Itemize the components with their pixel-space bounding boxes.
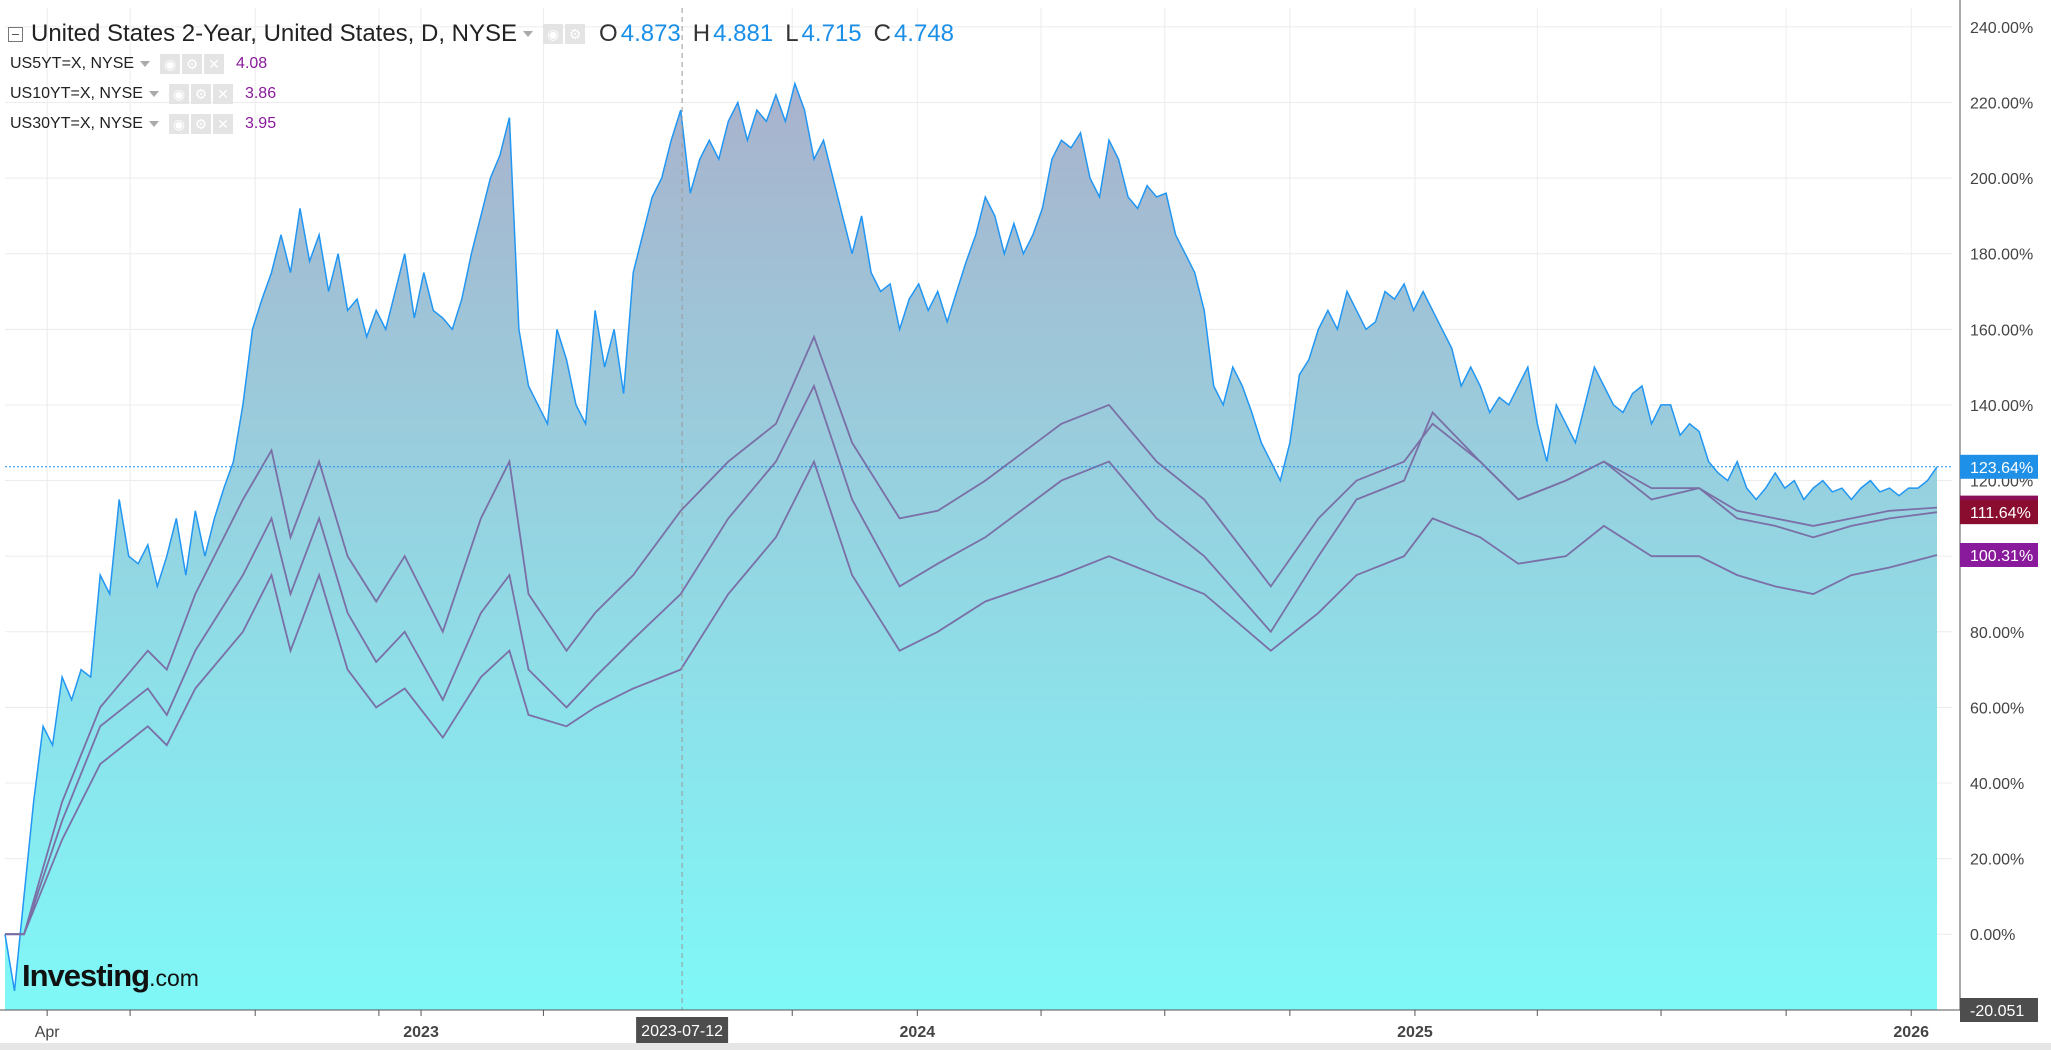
y-tick-label-8: 160.00% bbox=[1970, 322, 2033, 339]
us30yt-menu-caret-icon[interactable] bbox=[148, 121, 159, 127]
low-value: 4.715 bbox=[801, 20, 862, 47]
us5yt-value: 4.08 bbox=[236, 55, 268, 72]
us30yt-gear-icon[interactable]: ⚙ bbox=[190, 114, 211, 134]
series-2-last-value-label: 111.64% bbox=[1970, 505, 2031, 522]
us5yt-gear-icon[interactable]: ⚙ bbox=[182, 54, 203, 74]
us2y-area-fill bbox=[5, 83, 1938, 1011]
investing-logo: Investing.com bbox=[22, 958, 199, 994]
logo-suffix-text: .com bbox=[149, 965, 199, 991]
collapse-legend-button[interactable] bbox=[8, 26, 23, 42]
us5yt-menu-caret-icon[interactable] bbox=[140, 61, 151, 67]
x-tick-label-1: 2023 bbox=[403, 1024, 439, 1041]
crosshair-date-badge bbox=[636, 1017, 729, 1043]
y-tick-label-3: 60.00% bbox=[1970, 700, 2024, 717]
low-label: L bbox=[785, 20, 799, 47]
series-2-last-value-badge bbox=[1960, 500, 2038, 525]
y-tick-label-12: 240.00% bbox=[1970, 20, 2033, 37]
us5yt-close-icon[interactable]: ✕ bbox=[204, 54, 225, 74]
series-line-2 bbox=[5, 383, 1938, 936]
close-label: C bbox=[873, 20, 891, 47]
us10yt-value: 3.86 bbox=[244, 85, 277, 102]
y-tick-label-11: 220.00% bbox=[1970, 96, 2033, 113]
y-tick-label-0: 0.00% bbox=[1970, 927, 2015, 944]
us5yt-name: US5YT=X, NYSE bbox=[10, 55, 135, 72]
y-tick-label-9: 180.00% bbox=[1970, 247, 2033, 264]
us10yt-close-icon[interactable]: ✕ bbox=[212, 84, 233, 104]
y-tick-label-2: 40.00% bbox=[1970, 776, 2024, 793]
us10yt-name: US10YT=X, NYSE bbox=[10, 85, 143, 102]
close-value: 4.748 bbox=[893, 20, 955, 47]
y-tick-label-7: 140.00% bbox=[1970, 398, 2033, 415]
high-label: H bbox=[692, 20, 711, 47]
series-menu-caret-icon[interactable] bbox=[523, 31, 534, 37]
visibility-eye-icon[interactable]: ◉ bbox=[543, 24, 564, 44]
us5yt-eye-icon[interactable]: ◉ bbox=[160, 54, 181, 74]
us10yt-gear-icon[interactable]: ⚙ bbox=[190, 84, 211, 104]
us30yt-value: 3.95 bbox=[244, 115, 277, 132]
us10yt-eye-icon[interactable]: ◉ bbox=[168, 84, 189, 104]
us5yt-legend: US5YT=X, NYSE ◉ ⚙ ✕ 4.08 bbox=[10, 54, 267, 74]
y-tick-label-4: 80.00% bbox=[1970, 625, 2024, 642]
open-label: O bbox=[599, 20, 618, 47]
open-value: 4.873 bbox=[620, 20, 681, 47]
us30yt-legend: US30YT=X, NYSE ◉ ⚙ ✕ 3.95 bbox=[10, 114, 276, 134]
cursor-level-badge bbox=[1960, 998, 2038, 1022]
x-tick-label-2: 2024 bbox=[900, 1024, 936, 1041]
logo-main-text: Investing bbox=[22, 958, 150, 993]
main-series-legend: United States 2-Year, United States, D, … bbox=[8, 20, 954, 48]
x-tick-label-0: Apr bbox=[35, 1024, 61, 1041]
bottom-scrollbar-track bbox=[0, 1043, 2051, 1050]
settings-gear-icon[interactable]: ⚙ bbox=[565, 24, 586, 44]
series-3-last-value-badge bbox=[1960, 542, 2038, 567]
us10yt-menu-caret-icon[interactable] bbox=[148, 91, 159, 97]
us2y-area-line bbox=[4, 81, 1938, 992]
crosshair-date-label: 2023-07-12 bbox=[641, 1023, 723, 1040]
us30yt-close-icon[interactable]: ✕ bbox=[212, 114, 233, 134]
main-series-title: United States 2-Year, United States, D, … bbox=[31, 20, 518, 47]
x-tick-label-4: 2026 bbox=[1893, 1024, 1929, 1041]
high-value: 4.881 bbox=[713, 20, 774, 47]
y-tick-label-10: 200.00% bbox=[1970, 171, 2033, 188]
us10yt-legend: US10YT=X, NYSE ◉ ⚙ ✕ 3.86 bbox=[10, 84, 276, 104]
series-3-last-value-label: 100.31% bbox=[1970, 548, 2033, 565]
cursor-level-label: -20.051 bbox=[1970, 1003, 2024, 1020]
series-line-3 bbox=[5, 459, 1938, 936]
x-tick-label-3: 2025 bbox=[1397, 1024, 1433, 1041]
y-tick-label-1: 20.00% bbox=[1970, 852, 2024, 869]
us30yt-name: US30YT=X, NYSE bbox=[10, 115, 143, 132]
us2y-last-value-label: 123.64% bbox=[1970, 460, 2033, 477]
us2y-last-value-badge bbox=[1960, 454, 2038, 479]
us30yt-eye-icon[interactable]: ◉ bbox=[168, 114, 189, 134]
